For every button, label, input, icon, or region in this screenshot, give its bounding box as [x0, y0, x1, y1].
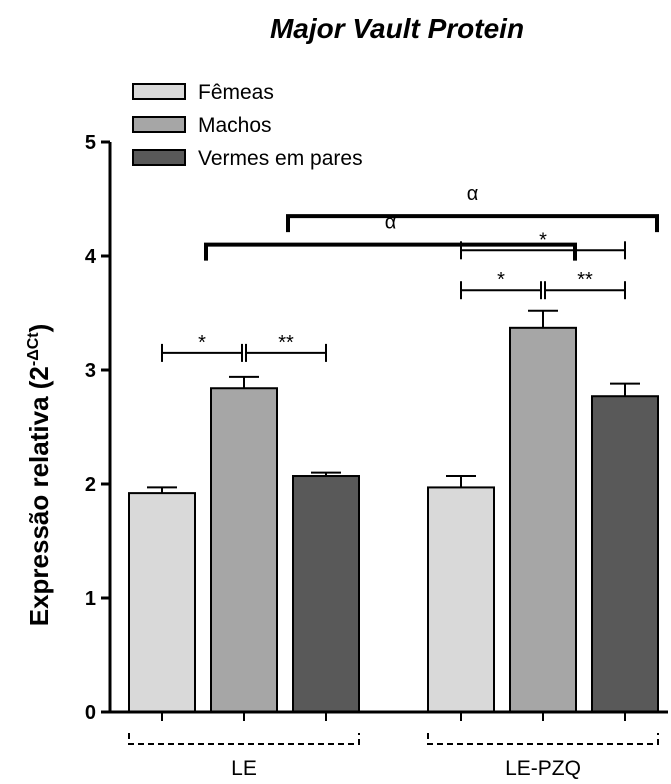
bar — [292, 475, 360, 713]
legend-swatch — [132, 149, 186, 166]
significance-label: * — [539, 229, 547, 251]
bar — [128, 492, 196, 713]
legend: Fêmeas Machos Vermes em pares — [132, 81, 363, 170]
bar — [427, 486, 495, 714]
group-label: LE-PZQ — [505, 757, 581, 780]
bar — [591, 395, 659, 713]
chart-title: Major Vault Protein — [270, 13, 524, 44]
axes: 0 1 2 3 4 5 — [85, 132, 668, 724]
bar — [509, 326, 577, 713]
y-tick-label: 1 — [85, 588, 96, 610]
legend-swatch — [132, 83, 186, 100]
significance-label: ** — [278, 332, 294, 354]
y-axis-label: Expressão relativa (2-ΔCt) — [24, 324, 54, 627]
cross-bracket-label: α — [467, 183, 479, 205]
group-label: LE — [231, 757, 257, 780]
y-axis-label-main: Expressão relativa (2 — [24, 366, 54, 626]
bar — [210, 387, 278, 713]
cross-bracket — [204, 242, 577, 261]
legend-label: Fêmeas — [198, 81, 274, 104]
y-tick-label: 4 — [85, 246, 97, 268]
cross-bracket-label: α — [385, 212, 397, 234]
group-labels: LE LE-PZQ — [128, 733, 659, 780]
bars — [128, 309, 659, 714]
significance-label: * — [198, 332, 206, 354]
legend-label: Vermes em pares — [198, 147, 363, 170]
significance-label: * — [497, 269, 505, 291]
cross-comparison-brackets: αα — [204, 183, 659, 261]
y-axis-label-close: ) — [24, 324, 54, 333]
group-bracket — [427, 733, 659, 745]
y-tick-label: 3 — [85, 360, 96, 382]
group-bracket — [128, 733, 360, 745]
y-axis-label-superscript: -ΔCt — [25, 332, 42, 366]
cross-bracket — [286, 214, 659, 233]
y-tick-label: 2 — [85, 474, 96, 496]
y-tick-label: 0 — [85, 702, 96, 724]
significance-label: ** — [577, 269, 593, 291]
y-tick-label: 5 — [85, 132, 96, 154]
legend-label: Machos — [198, 114, 272, 137]
significance-brackets: * *** *** — [161, 229, 626, 362]
legend-swatch — [132, 116, 186, 133]
